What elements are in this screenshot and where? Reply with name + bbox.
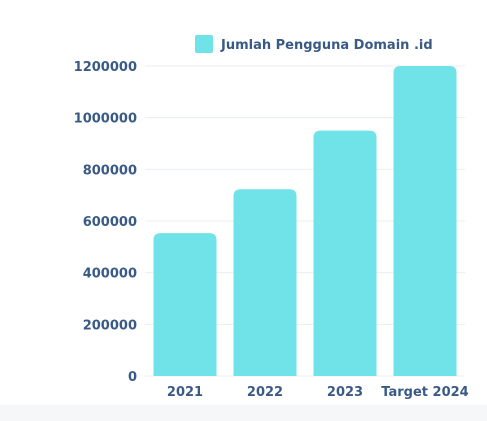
bar-layer bbox=[153, 66, 457, 376]
x-tick-label: 2022 bbox=[247, 385, 283, 400]
y-tick-label: 1000000 bbox=[74, 112, 137, 127]
y-tick-label: 1200000 bbox=[74, 60, 137, 75]
legend-label: Jumlah Pengguna Domain .id bbox=[220, 38, 433, 53]
y-tick-label: 600000 bbox=[83, 215, 137, 230]
bar[interactable] bbox=[233, 189, 297, 376]
x-tick-label: 2023 bbox=[327, 385, 363, 400]
bar[interactable] bbox=[153, 233, 217, 376]
legend-swatch bbox=[195, 35, 213, 53]
bar[interactable] bbox=[393, 66, 457, 376]
y-tick-label: 800000 bbox=[83, 163, 137, 178]
y-axis: 0 200000 400000 600000 800000 1000000 1200000 bbox=[74, 60, 137, 385]
bottom-band bbox=[0, 405, 487, 421]
x-tick-label: 2021 bbox=[167, 385, 203, 400]
y-tick-label: 400000 bbox=[83, 267, 137, 282]
x-tick-label: Target 2024 bbox=[381, 385, 468, 400]
y-tick-label: 200000 bbox=[83, 318, 137, 333]
x-axis: 2021 2022 2023 Target 2024 bbox=[167, 385, 469, 400]
bar[interactable] bbox=[313, 130, 377, 376]
y-tick-label: 0 bbox=[128, 370, 137, 385]
legend[interactable]: Jumlah Pengguna Domain .id bbox=[195, 35, 433, 53]
